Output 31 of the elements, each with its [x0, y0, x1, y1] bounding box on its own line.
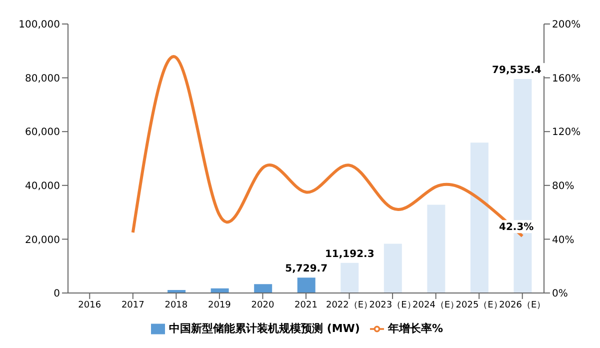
y-tick-label: 0 — [54, 288, 60, 300]
bar — [254, 284, 272, 293]
bar — [340, 262, 359, 293]
x-tick-label: 2020 — [251, 300, 274, 310]
y2-tick-label: 80% — [552, 180, 574, 192]
y-tick-label: 20,000 — [25, 234, 60, 246]
x-tick-label: 2021 — [294, 300, 318, 310]
y2-tick-label: 40% — [552, 234, 574, 246]
data-label: 42.3% — [499, 222, 534, 234]
data-label: 79,535.4 — [492, 65, 542, 76]
legend-label: 年增长率% — [388, 322, 443, 335]
y-tick-label: 100,000 — [18, 20, 60, 31]
y-tick-label: 80,000 — [25, 73, 60, 84]
x-tick-label: 2019 — [208, 300, 232, 310]
data-label: 5,729.7 — [285, 264, 328, 275]
bar — [470, 142, 488, 293]
bar — [297, 278, 316, 293]
x-tick-label: 2018 — [164, 300, 188, 310]
x-tick-label: 2016 — [78, 300, 102, 310]
data-label: 11,192.3 — [324, 248, 374, 260]
y-tick-label: 40,000 — [25, 180, 60, 192]
bar — [427, 204, 446, 293]
y2-tick-label: 0% — [552, 288, 568, 300]
x-tick-label: 2017 — [121, 300, 144, 310]
bar — [384, 244, 402, 293]
y2-tick-label: 200% — [552, 20, 581, 31]
x-tick-label: 2026（E） — [499, 300, 546, 310]
y2-tick-label: 120% — [552, 127, 581, 138]
y-tick-label: 60,000 — [25, 127, 60, 138]
legend-label: 中国新型储能累计装机规模预测 (MW) — [169, 322, 360, 335]
y2-tick-label: 160% — [552, 73, 581, 84]
